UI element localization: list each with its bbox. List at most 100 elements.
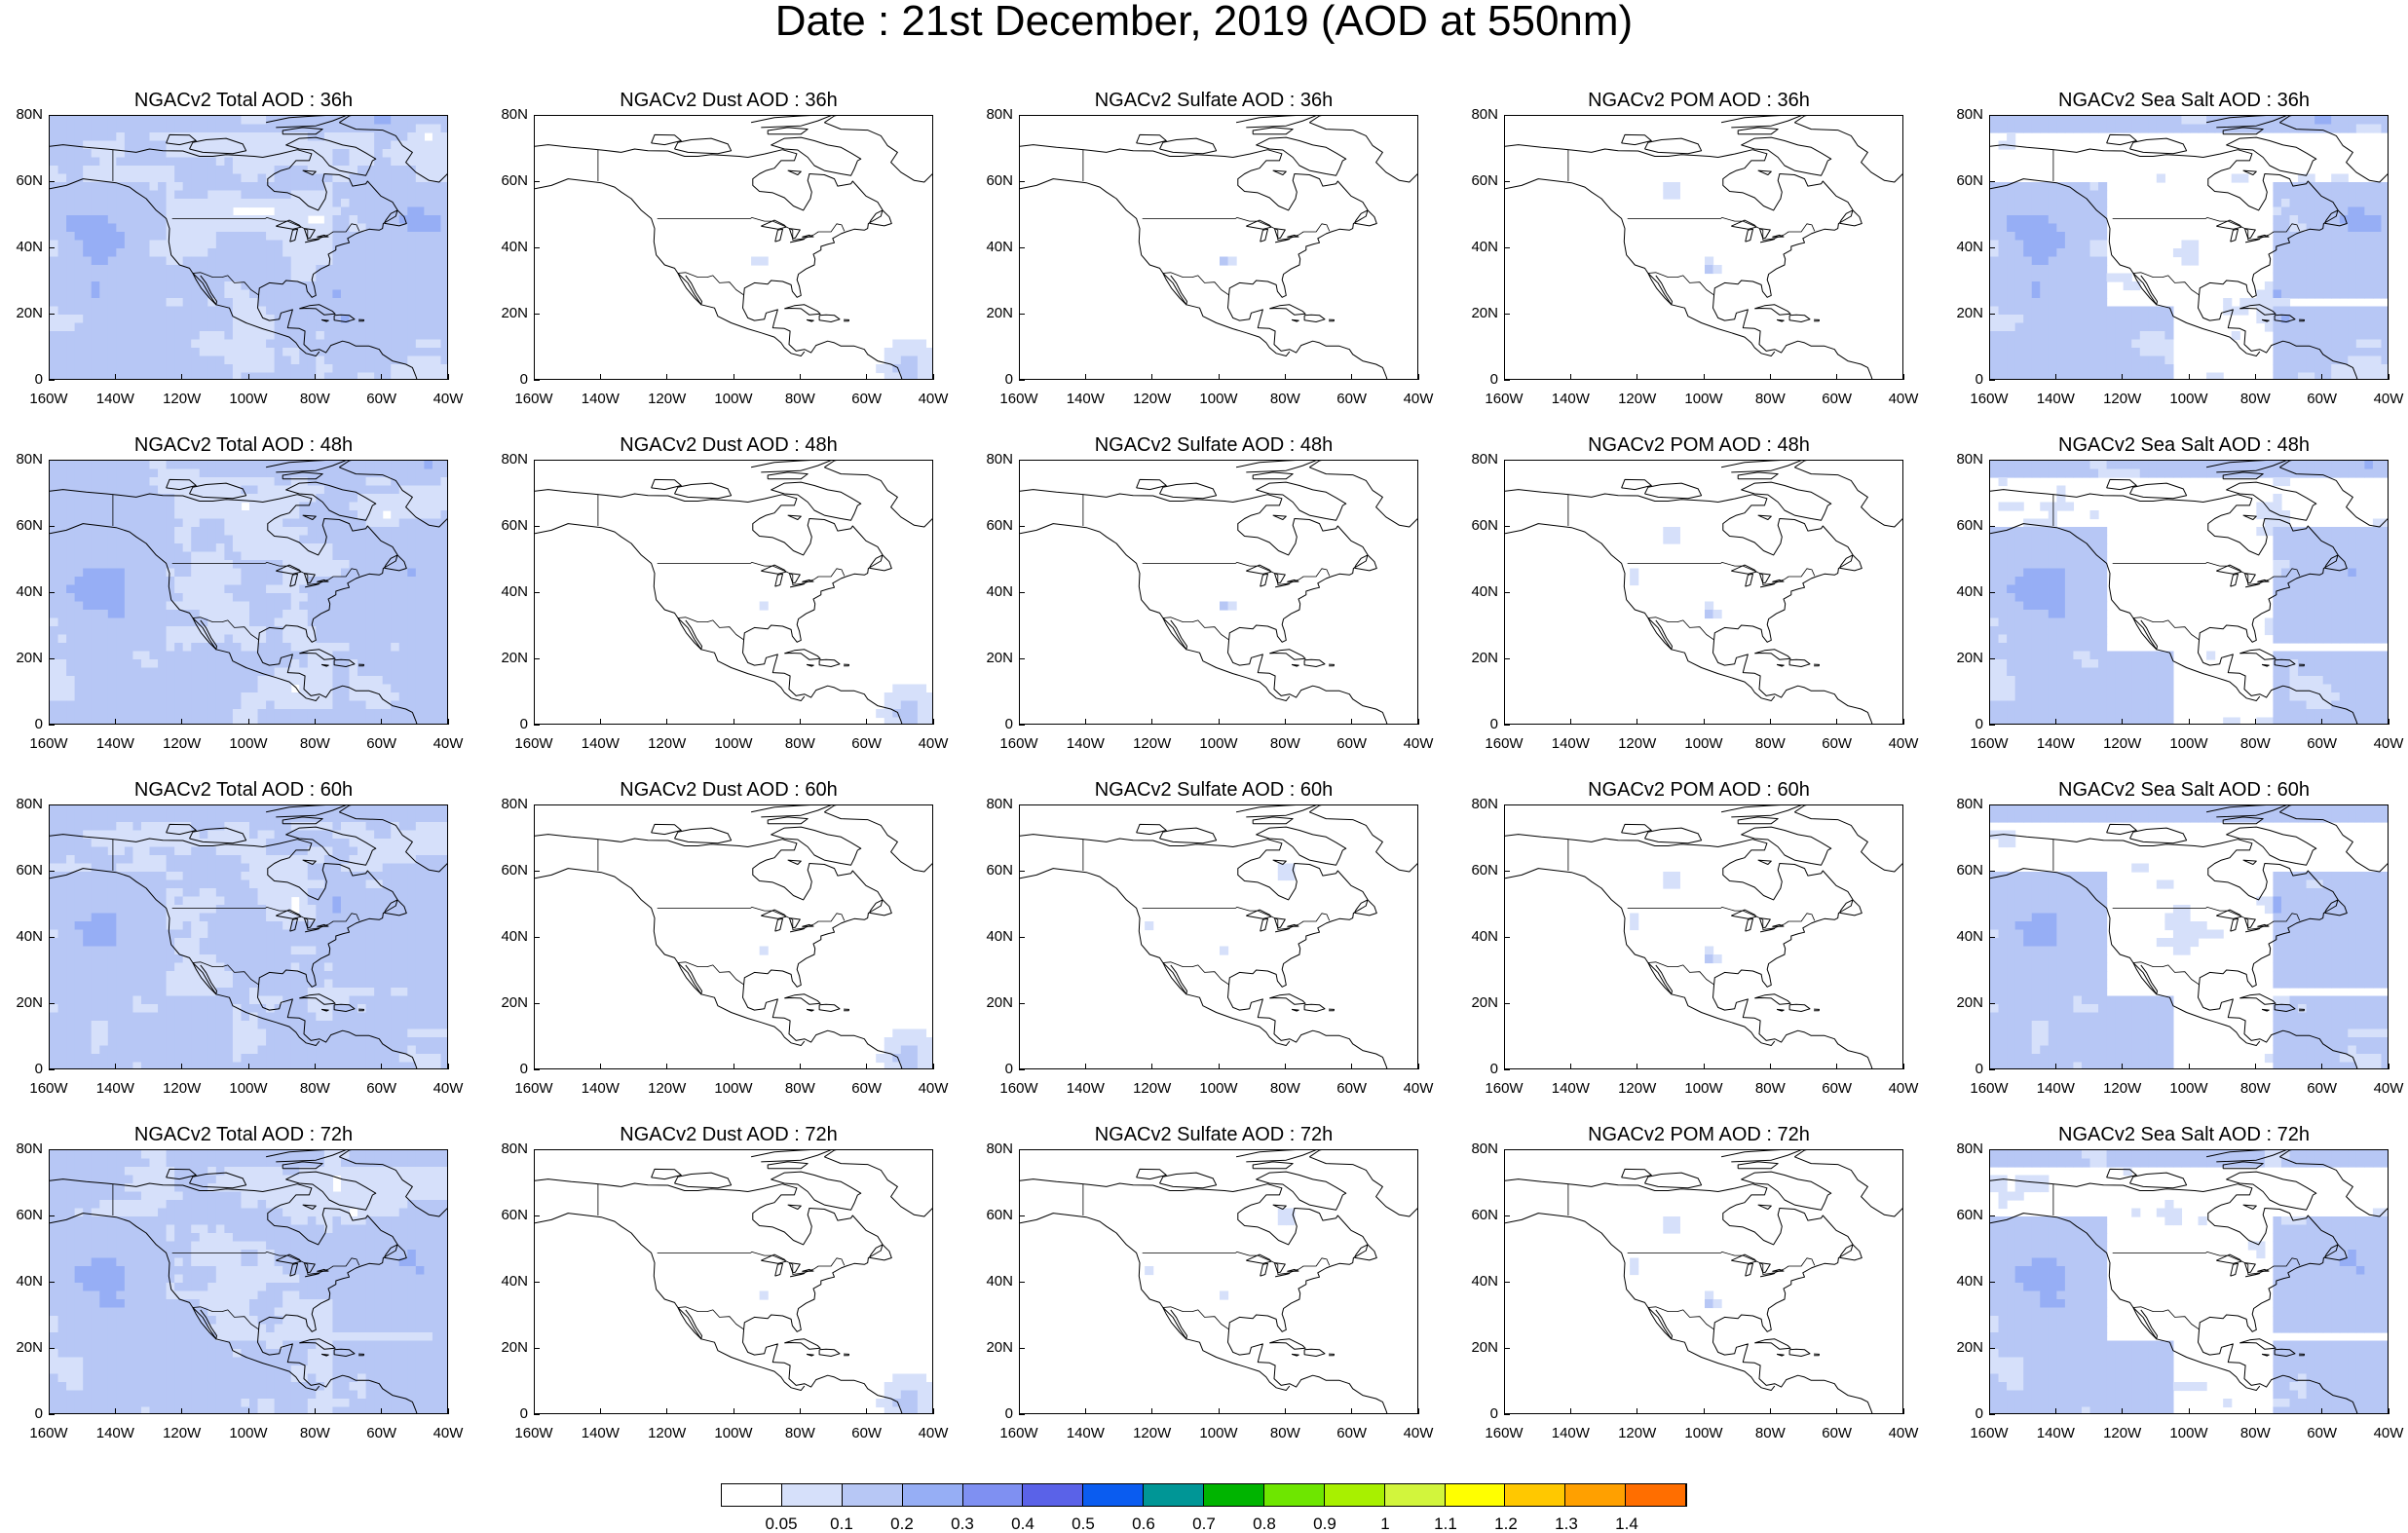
lon-label: 100W xyxy=(224,736,273,751)
lat-label: 20N xyxy=(495,995,528,1010)
panel-title: NGACv2 Total AOD : 36h xyxy=(39,90,448,111)
lon-tick xyxy=(1085,374,1086,380)
aod-map xyxy=(535,805,933,1069)
lat-tick xyxy=(1019,725,1025,726)
lat-tick xyxy=(1019,1069,1025,1070)
lon-tick xyxy=(1085,719,1086,725)
lon-label: 60W xyxy=(843,1081,891,1096)
lon-tick xyxy=(181,374,182,380)
lon-label: 80W xyxy=(775,736,824,751)
lat-tick xyxy=(1504,526,1510,527)
aod-shading xyxy=(50,461,448,725)
lat-tick xyxy=(1019,592,1025,593)
panel-title: NGACv2 Sulfate AOD : 60h xyxy=(1009,779,1418,801)
aod-shading xyxy=(1145,1209,1295,1300)
lat-tick xyxy=(534,460,540,461)
aod-shading xyxy=(751,257,933,381)
lat-tick xyxy=(49,460,55,461)
lat-tick xyxy=(1504,937,1510,938)
lon-label: 80W xyxy=(2231,736,2279,751)
lat-tick xyxy=(49,725,55,726)
lon-tick xyxy=(866,1408,867,1414)
lon-label: 140W xyxy=(91,1426,139,1440)
lat-label: 20N xyxy=(495,1340,528,1355)
lat-label: 20N xyxy=(980,306,1013,320)
lat-label: 80N xyxy=(1950,1141,1983,1156)
lon-label: 120W xyxy=(2098,1426,2147,1440)
lat-tick xyxy=(1019,804,1025,805)
lon-label: 140W xyxy=(2031,736,2080,751)
lon-tick xyxy=(315,374,316,380)
colorbar-label: 1.2 xyxy=(1477,1515,1535,1532)
lat-tick xyxy=(1019,181,1025,182)
aod-shading xyxy=(50,1150,448,1414)
aod-shading xyxy=(1630,527,1722,618)
lon-label: 120W xyxy=(643,392,692,406)
colorbar-label: 0.4 xyxy=(994,1515,1052,1532)
map-frame xyxy=(1989,460,2389,725)
lon-tick xyxy=(2321,1064,2322,1069)
lat-label: 60N xyxy=(10,863,43,878)
aod-shading xyxy=(1220,257,1237,266)
lat-label: 80N xyxy=(10,452,43,467)
colorbar-segment xyxy=(1446,1484,1506,1506)
lat-label: 0 xyxy=(10,717,43,731)
aod-shading xyxy=(760,947,933,1070)
lon-label: 80W xyxy=(1746,1426,1794,1440)
aod-map xyxy=(1505,1150,1903,1414)
lat-label: 60N xyxy=(495,1208,528,1222)
aod-map xyxy=(535,461,933,725)
lon-tick xyxy=(1704,1408,1705,1414)
aod-map xyxy=(1020,805,1418,1069)
lat-label: 40N xyxy=(1950,240,1983,254)
lon-tick xyxy=(1418,719,1419,725)
lon-label: 140W xyxy=(576,1426,624,1440)
lon-tick xyxy=(49,374,50,380)
lon-label: 40W xyxy=(1879,736,1928,751)
map-frame xyxy=(1504,1149,1903,1414)
lat-tick xyxy=(1019,247,1025,248)
lon-label: 160W xyxy=(1965,1426,2013,1440)
lat-label: 80N xyxy=(980,452,1013,467)
lat-label: 40N xyxy=(980,240,1013,254)
lon-tick xyxy=(1219,1064,1220,1069)
lon-label: 100W xyxy=(2164,736,2213,751)
lon-tick xyxy=(1989,374,1990,380)
lat-tick xyxy=(534,725,540,726)
map-frame xyxy=(49,804,448,1069)
coastlines xyxy=(535,116,933,380)
lon-tick xyxy=(1989,1408,1990,1414)
lat-label: 0 xyxy=(1465,1062,1498,1076)
lon-label: 60W xyxy=(1813,1426,1862,1440)
lon-tick xyxy=(600,1064,601,1069)
lat-tick xyxy=(1019,460,1025,461)
lat-tick xyxy=(1019,658,1025,659)
aod-shading xyxy=(1990,116,2389,380)
lat-label: 60N xyxy=(10,518,43,533)
lon-tick xyxy=(800,719,801,725)
lat-tick xyxy=(1504,871,1510,872)
lon-label: 160W xyxy=(1480,1081,1528,1096)
coastlines xyxy=(535,1150,933,1414)
lon-tick xyxy=(1504,1408,1505,1414)
lat-tick xyxy=(49,658,55,659)
lat-tick xyxy=(49,1282,55,1283)
lon-label: 60W xyxy=(1328,736,1376,751)
lon-tick xyxy=(1836,719,1837,725)
lon-label: 100W xyxy=(1194,1081,1243,1096)
lon-tick xyxy=(315,719,316,725)
lon-label: 100W xyxy=(1194,1426,1243,1440)
lat-label: 60N xyxy=(495,173,528,188)
lon-label: 40W xyxy=(424,392,472,406)
lon-tick xyxy=(800,1408,801,1414)
lon-label: 160W xyxy=(995,736,1043,751)
lon-label: 160W xyxy=(24,392,73,406)
lon-tick xyxy=(1219,1408,1220,1414)
lon-label: 100W xyxy=(709,736,758,751)
lat-tick xyxy=(1989,181,1995,182)
lat-tick xyxy=(1019,1003,1025,1004)
lat-tick xyxy=(1989,937,1995,938)
lat-label: 80N xyxy=(495,1141,528,1156)
lon-tick xyxy=(600,374,601,380)
lon-label: 40W xyxy=(424,1081,472,1096)
